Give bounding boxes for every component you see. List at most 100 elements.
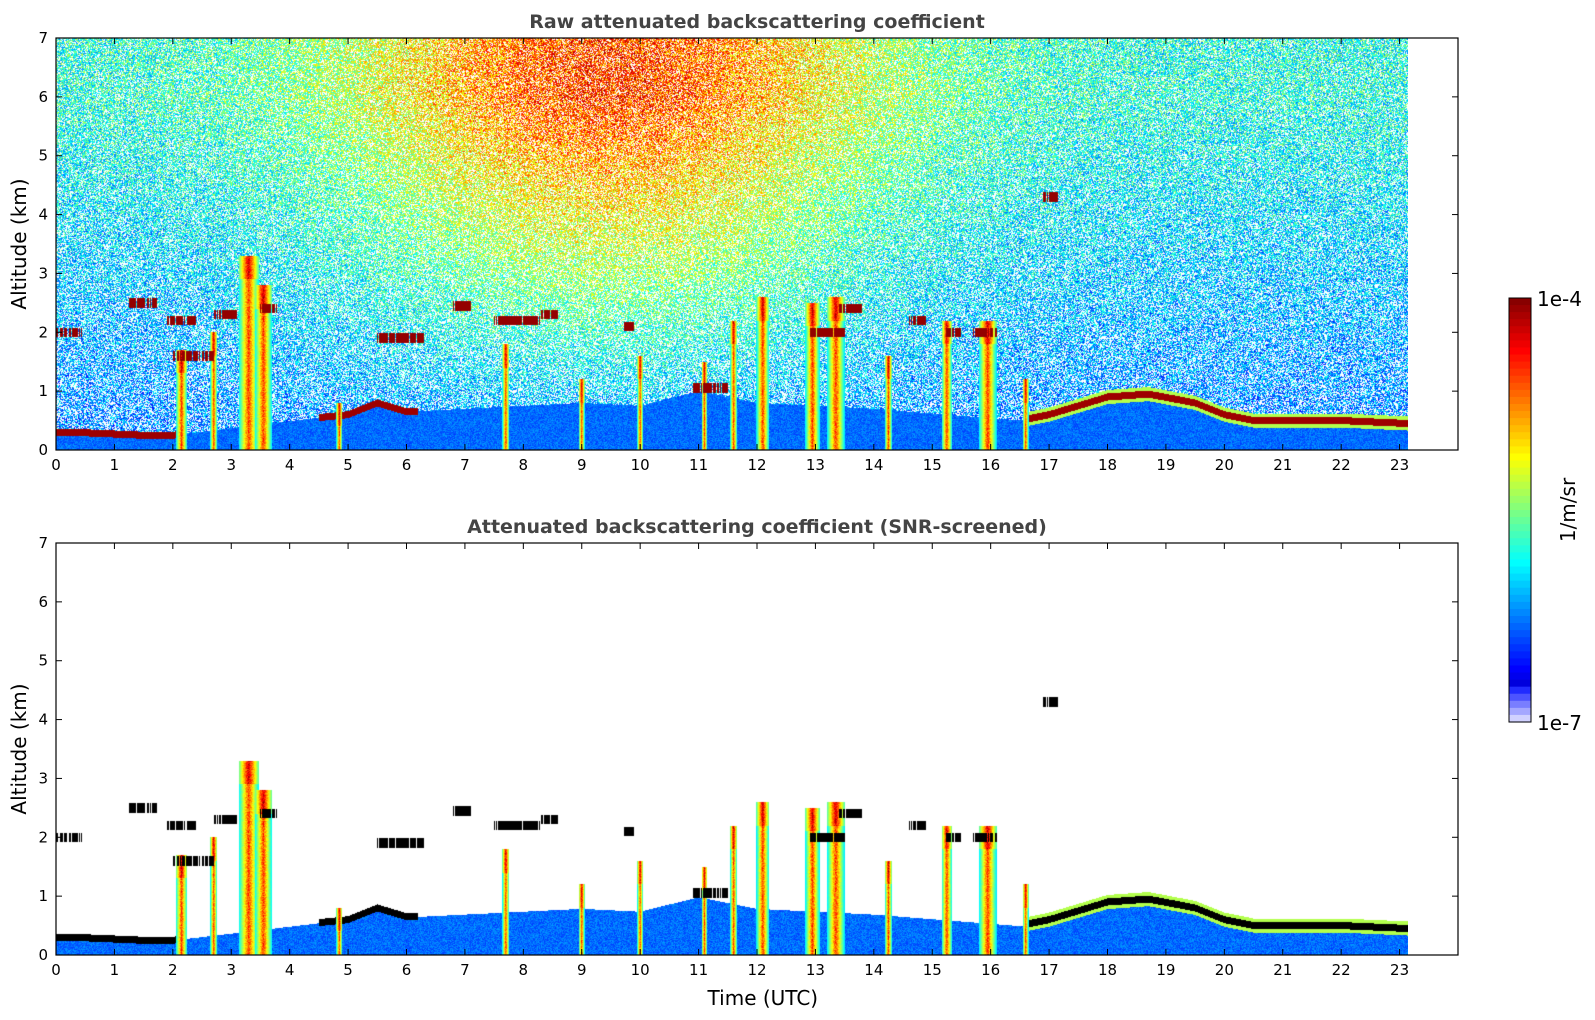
x-tick-label: 18 xyxy=(1098,456,1117,474)
colorbar-segment xyxy=(1509,623,1531,631)
x-tick-label: 15 xyxy=(923,456,942,474)
colorbar-segment xyxy=(1509,693,1531,702)
x-tick-label: 6 xyxy=(402,961,412,979)
colorbar-segment xyxy=(1509,354,1531,363)
colorbar-segment xyxy=(1509,672,1531,681)
colorbar-segment xyxy=(1509,439,1531,447)
x-tick-label: 9 xyxy=(577,961,587,979)
x-tick-label: 17 xyxy=(1040,961,1059,979)
x-tick-label: 14 xyxy=(864,961,883,979)
colorbar-segment xyxy=(1509,382,1531,391)
x-tick-label: 2 xyxy=(168,961,178,979)
colorbar-segment xyxy=(1509,298,1531,306)
colorbar-segment xyxy=(1509,580,1531,589)
panel-snr-screened: 0 1 2 3 4 5 6 7 8 9 10 11 12 13 14 15 16 17 18 19 20 21 22 2301… xyxy=(7,516,1459,1010)
x-tick-label: 12 xyxy=(747,456,766,474)
colorbar-segment xyxy=(1509,411,1531,419)
y-tick-label: 7 xyxy=(38,29,48,47)
colorbar-segment xyxy=(1509,340,1531,349)
colorbar-segment xyxy=(1509,326,1531,334)
y-tick-label: 3 xyxy=(38,264,48,282)
colorbar-segment xyxy=(1509,460,1531,469)
x-tick-label: 1 xyxy=(110,961,120,979)
x-tick-label: 13 xyxy=(806,456,825,474)
x-tick-label: 1 xyxy=(110,456,120,474)
x-tick-label: 10 xyxy=(631,961,650,979)
colorbar-segment xyxy=(1509,361,1531,370)
y-tick-label: 6 xyxy=(38,88,48,106)
colorbar-segment xyxy=(1509,679,1531,688)
x-tick-label: 21 xyxy=(1273,961,1292,979)
x-tick-label: 0 xyxy=(51,961,61,979)
colorbar-segment xyxy=(1509,453,1531,462)
x-tick-label: 11 xyxy=(689,456,708,474)
colorbar-segment xyxy=(1509,510,1531,518)
colorbar-frame xyxy=(1508,297,1532,723)
colorbar-segment xyxy=(1509,686,1531,695)
colorbar-segment xyxy=(1509,531,1531,539)
y-tick-label: 1 xyxy=(38,382,48,400)
colorbar-segment xyxy=(1509,616,1531,624)
colorbar-segment xyxy=(1509,425,1531,433)
colorbar-segment xyxy=(1509,637,1531,645)
x-axis-label: Time (UTC) xyxy=(707,986,819,1010)
colorbar-segment xyxy=(1509,488,1531,497)
colorbar-segment xyxy=(1509,389,1531,398)
colorbar-segment xyxy=(1509,658,1531,667)
colorbar-segment xyxy=(1509,319,1531,327)
y-tick-label: 7 xyxy=(38,534,48,552)
x-tick-label: 7 xyxy=(460,961,470,979)
colorbar-segment xyxy=(1509,700,1531,709)
x-tick-label: 3 xyxy=(226,961,236,979)
colorbar-segment xyxy=(1509,707,1531,716)
x-tick-label: 7 xyxy=(460,456,470,474)
x-tick-label: 18 xyxy=(1098,961,1117,979)
colorbar-segment xyxy=(1509,432,1531,440)
colorbar-segment xyxy=(1509,446,1531,455)
colorbar-segment xyxy=(1509,573,1531,582)
colorbar-segment xyxy=(1509,517,1531,525)
x-tick-label: 3 xyxy=(226,456,236,474)
x-tick-label: 0 xyxy=(51,456,61,474)
colorbar-segment xyxy=(1509,608,1531,617)
colorbar-segment xyxy=(1509,559,1531,568)
y-tick-label: 5 xyxy=(38,147,48,165)
x-tick-label: 19 xyxy=(1156,961,1175,979)
colorbar-segment xyxy=(1509,714,1531,723)
colorbar-min-label: 1e-7 xyxy=(1537,711,1582,735)
x-tick-label: 8 xyxy=(519,961,529,979)
chart-title: Attenuated backscattering coefficient (S… xyxy=(467,516,1047,538)
x-tick-label: 5 xyxy=(343,456,353,474)
colorbar-segment xyxy=(1509,481,1531,490)
x-tick-label: 21 xyxy=(1273,456,1292,474)
colorbar-segment xyxy=(1509,594,1531,603)
x-tick-label: 19 xyxy=(1156,456,1175,474)
colorbar-max-label: 1e-4 xyxy=(1537,287,1582,311)
colorbar-segment xyxy=(1509,312,1531,320)
y-tick-label: 0 xyxy=(38,946,48,964)
colorbar-segment xyxy=(1509,396,1531,405)
x-tick-label: 20 xyxy=(1215,456,1234,474)
colorbar-segment xyxy=(1509,566,1531,575)
colorbar-segment xyxy=(1509,333,1531,341)
x-tick-label: 23 xyxy=(1390,456,1409,474)
colorbar-segment xyxy=(1509,347,1531,356)
colorbar-segment xyxy=(1509,545,1531,553)
x-tick-label: 2 xyxy=(168,456,178,474)
x-tick-label: 4 xyxy=(285,456,295,474)
x-tick-label: 13 xyxy=(806,961,825,979)
colorbar-segment xyxy=(1509,502,1531,511)
x-tick-label: 14 xyxy=(864,456,883,474)
colorbar-segment xyxy=(1509,665,1531,674)
y-tick-label: 3 xyxy=(38,769,48,787)
panel-raw: 0 1 2 3 4 5 6 7 8 9 10 11 12 13 14 15 16 17 18 19 20 21 22 2301… xyxy=(7,11,1459,474)
y-axis-label: Altitude (km) xyxy=(7,683,31,814)
x-tick-label: 20 xyxy=(1215,961,1234,979)
x-tick-label: 11 xyxy=(689,961,708,979)
x-tick-label: 9 xyxy=(577,456,587,474)
y-tick-label: 4 xyxy=(38,711,48,729)
x-tick-label: 17 xyxy=(1040,456,1059,474)
heatmap-raster xyxy=(56,543,1408,955)
x-tick-label: 16 xyxy=(981,456,1000,474)
